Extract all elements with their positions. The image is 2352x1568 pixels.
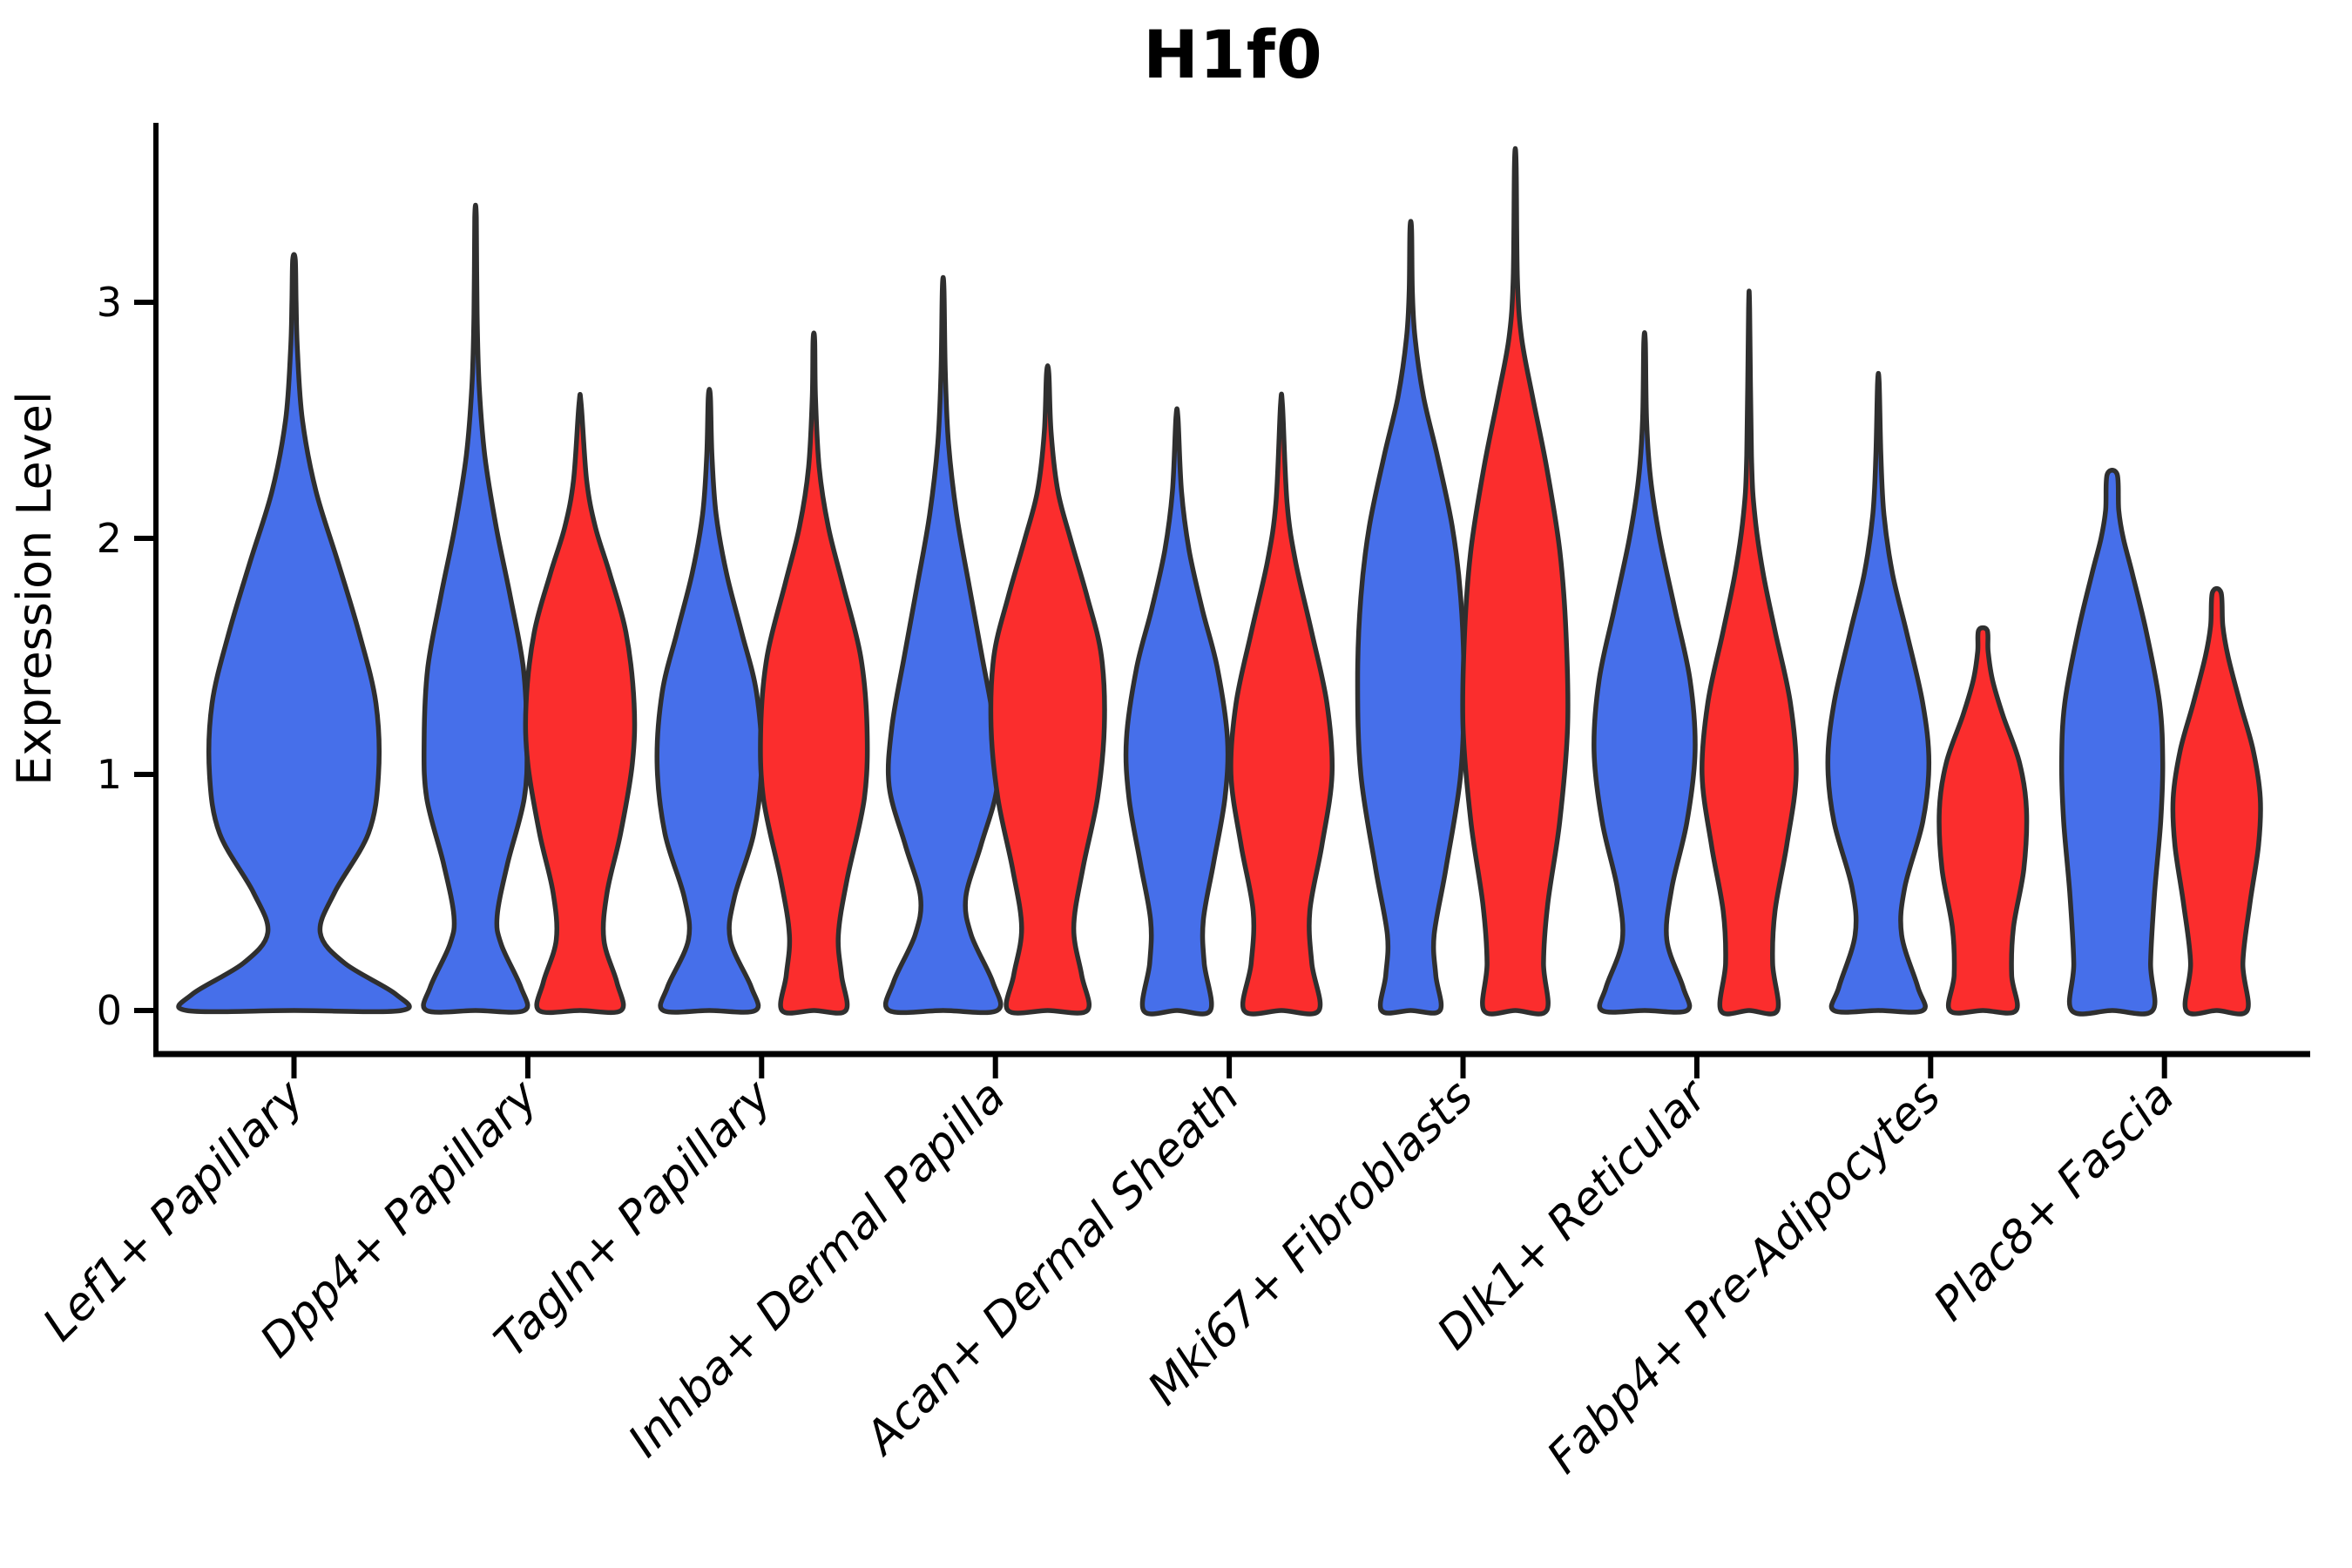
- violin-mki67-fibroblasts-red: [1460, 145, 1571, 1017]
- x-tick-label-acan-dermal-sheath: Acan+ Dermal Sheath: [854, 1071, 1249, 1466]
- violin-fabp4-pre-adipocytes-red: [1936, 625, 2030, 1016]
- violin-dlk1-reticular-blue: [1592, 330, 1698, 1015]
- violin-dpp4-papillary-blue: [421, 202, 531, 1015]
- violin-mki67-fibroblasts-blue: [1355, 219, 1467, 1016]
- violin-acan-dermal-sheath-red: [1228, 391, 1335, 1017]
- y-tick-label-3: 3: [97, 279, 122, 326]
- violin-dlk1-reticular-red: [1700, 288, 1799, 1017]
- violin-fabp4-pre-adipocytes-blue: [1825, 370, 1932, 1015]
- y-axis-title: Expression Level: [7, 391, 62, 786]
- violin-plac8-fascia-blue: [2058, 468, 2166, 1017]
- x-tick-label-fabp4-pre-adipocytes: Fabp4+ Pre-Adipocytes: [1538, 1071, 1951, 1484]
- violin-tagln-papillary-blue: [654, 387, 765, 1015]
- x-tick-label-inhba-dermal-papilla: Inhba+ Dermal Papilla: [618, 1071, 1016, 1468]
- x-tick-label-plac8-fascia: Plac8+ Fascia: [1924, 1071, 2185, 1331]
- violin-acan-dermal-sheath-blue: [1123, 406, 1231, 1017]
- violin-inhba-dermal-papilla-red: [988, 363, 1107, 1016]
- violin-tagln-papillary-red: [758, 330, 870, 1016]
- violin-dpp4-papillary-red: [523, 391, 638, 1016]
- chart-title: H1f0: [1143, 16, 1323, 93]
- y-tick-label-1: 1: [97, 751, 122, 798]
- violin-plac8-fascia-red: [2170, 585, 2263, 1017]
- violin-lef1-papillary-blue: [176, 252, 412, 1015]
- violin-inhba-dermal-papilla-blue: [883, 274, 1004, 1016]
- y-tick-label-0: 0: [97, 987, 122, 1034]
- y-tick-label-2: 2: [97, 515, 122, 562]
